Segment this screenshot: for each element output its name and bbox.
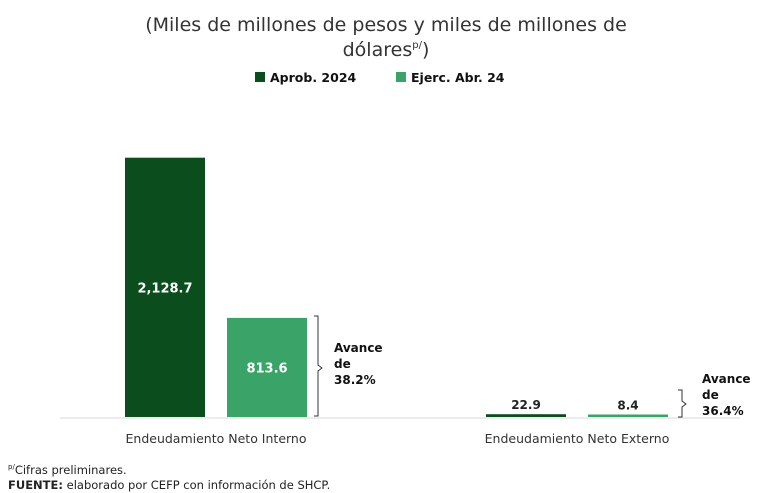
avance-annotation-externo: Avance de 36.4% — [678, 372, 751, 418]
avance-label-externo-line-1: Avance — [702, 372, 751, 386]
chart-title-line-2-text: dólares — [343, 39, 413, 61]
legend: Aprob. 2024 Ejerc. Abr. 24 — [255, 70, 505, 85]
footnote-prelim-superscript: p/ — [8, 463, 15, 471]
avance-label-interno-line-3: 38.2% — [334, 373, 376, 387]
data-label-ejerc-externo: 8.4 — [617, 399, 638, 413]
chart-title-line-2: dólaresp/) — [343, 39, 430, 61]
footnotes: p/Cifras preliminares. FUENTE: elaborado… — [8, 460, 330, 493]
legend-swatch-aprob — [255, 72, 265, 82]
data-label-aprob-interno: 2,128.7 — [137, 281, 192, 296]
chart-title-line-1: (Miles de millones de pesos y miles de m… — [145, 14, 627, 36]
avance-label-interno-line-2: de — [334, 357, 351, 371]
chart: (Miles de millones de pesos y miles de m… — [60, 14, 751, 446]
footnote-source: FUENTE: elaborado por CEFP con informaci… — [8, 478, 330, 493]
bar-ejerc-interno — [227, 317, 307, 417]
data-label-aprob-externo: 22.9 — [511, 398, 541, 412]
fuente-text: elaborado por CEFP con información de SH… — [66, 477, 331, 492]
fuente-label: FUENTE: — [8, 477, 63, 492]
category-label-externo: Endeudamiento Neto Externo — [485, 431, 670, 446]
bar-ejerc-externo — [588, 414, 668, 417]
bar-aprob-externo — [486, 414, 566, 417]
footnote-preliminary: p/Cifras preliminares. — [8, 460, 330, 478]
chart-title-close: ) — [422, 39, 429, 61]
avance-annotation-interno: Avance de 38.2% — [314, 315, 383, 417]
bar-aprob-interno — [125, 157, 205, 417]
legend-label-ejerc: Ejerc. Abr. 24 — [411, 70, 505, 85]
legend-swatch-ejerc — [396, 72, 406, 82]
legend-label-aprob: Aprob. 2024 — [270, 70, 357, 85]
bars-group: 2,128.7 813.6 22.9 8.4 — [125, 157, 668, 417]
avance-label-externo-line-2: de — [702, 388, 719, 402]
data-label-ejerc-interno: 813.6 — [246, 361, 287, 376]
chart-title-superscript: p/ — [412, 40, 422, 51]
footnote-prelim-text: Cifras preliminares. — [14, 462, 127, 477]
avance-label-interno-line-1: Avance — [334, 341, 383, 355]
avance-bracket-interno — [314, 315, 323, 417]
category-label-interno: Endeudamiento Neto Interno — [126, 431, 307, 446]
avance-bracket-externo — [678, 389, 687, 418]
avance-label-externo-line-3: 36.4% — [702, 404, 744, 418]
